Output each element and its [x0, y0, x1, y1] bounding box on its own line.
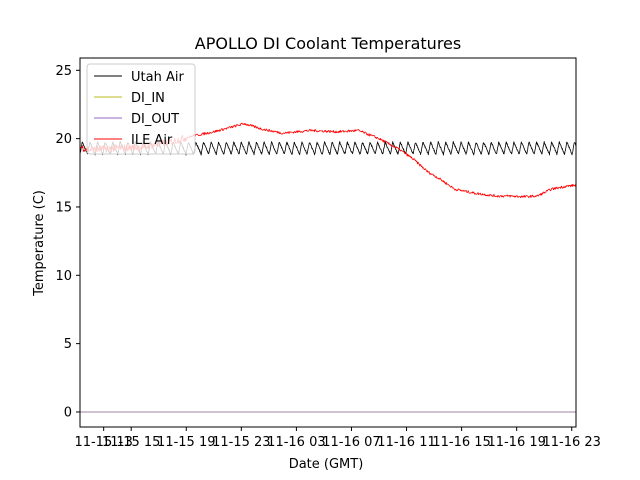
y-axis-label: Temperature (C) — [32, 190, 47, 297]
y-tick-label: 25 — [55, 64, 72, 79]
x-tick-label: 11-15 23 — [212, 435, 270, 450]
y-tick-label: 20 — [55, 132, 72, 147]
x-tick-label: 11-16 11 — [377, 435, 435, 450]
x-tick-label: 11-16 07 — [322, 435, 380, 450]
y-tick-label: 15 — [55, 200, 72, 215]
legend-label-utah-air: Utah Air — [131, 70, 184, 85]
legend-label-di-in: DI_IN — [131, 91, 165, 106]
x-tick-label: 11-16 23 — [543, 435, 601, 450]
x-tick-label: 11-16 15 — [432, 435, 490, 450]
x-tick-label: 11-15 19 — [157, 435, 215, 450]
x-tick-label: 11-15 15 — [102, 435, 160, 450]
y-tick-label: 10 — [55, 269, 72, 284]
y-tick-label: 0 — [64, 405, 72, 420]
plot-frame — [79, 57, 577, 428]
y-axis: 0 5 10 15 20 25 — [55, 64, 80, 420]
legend: Utah Air DI_IN DI_OUT ILE Air — [86, 63, 196, 155]
chart-title: APOLLO DI Coolant Temperatures — [195, 34, 461, 53]
x-tick-label: 11-16 19 — [487, 435, 545, 450]
legend-box — [86, 63, 196, 155]
y-tick-label: 5 — [64, 337, 72, 352]
legend-label-ile-air: ILE Air — [131, 133, 173, 148]
legend-label-di-out: DI_OUT — [131, 112, 179, 127]
x-tick-label: 11-15 13 — [74, 435, 132, 450]
x-axis-label: Date (GMT) — [289, 457, 364, 472]
x-tick-label: 11-16 03 — [267, 435, 325, 450]
